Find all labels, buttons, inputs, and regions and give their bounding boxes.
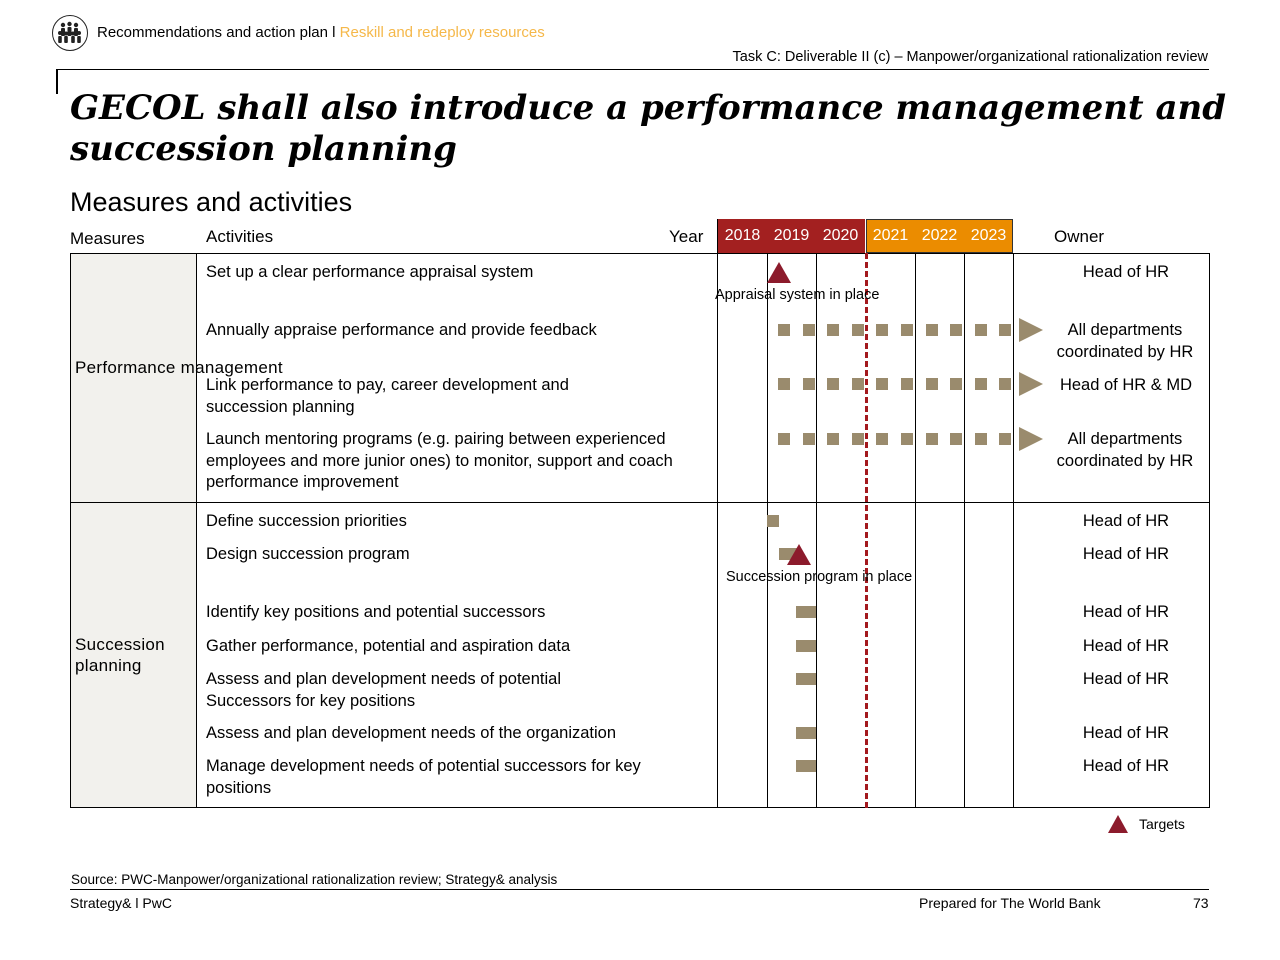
today-marker-line (865, 253, 868, 808)
year-gridline (964, 253, 965, 808)
owner-text: Head of HR (1082, 603, 1170, 621)
timeline-left-border (717, 219, 718, 808)
year-2023: 2023 (964, 219, 1013, 253)
year-gridline (816, 253, 817, 808)
recurring-activity-bar (778, 427, 1048, 457)
footer-divider (70, 889, 1209, 890)
task-label: Task C: Deliverable II (c) – Manpower/or… (732, 49, 1209, 65)
header-divider (56, 69, 1209, 70)
owner-text: Head of HR (1082, 263, 1170, 281)
activities-column-header: Activities (206, 227, 274, 246)
section-breadcrumb: Recommendations and action plan l Reskil… (97, 24, 545, 41)
year-gridline (767, 253, 768, 808)
activity-text: Identify key positions and potential suc… (206, 603, 546, 621)
activity-bar (796, 606, 816, 618)
activity-text: Design succession program (206, 545, 410, 563)
activity-text: Link performance to pay, career developm… (206, 376, 569, 416)
appraisal-annotation: Appraisal system in place (715, 287, 880, 303)
activity-bar (796, 640, 816, 652)
target-marker (767, 262, 791, 283)
owner-column-header: Owner (1054, 227, 1105, 246)
activity-text: Manage development needs of potential su… (206, 757, 641, 797)
group-divider (70, 502, 1210, 503)
year-2022: 2022 (915, 219, 964, 253)
measure-cell-succession (71, 503, 197, 807)
year-gridline (915, 253, 916, 808)
page-number: 73 (1193, 895, 1209, 911)
timeline-right-border (1013, 253, 1014, 808)
arrow-right-icon (1019, 427, 1043, 451)
measures-column-header: Measures (70, 229, 145, 248)
succession-annotation: Succession program in place (726, 569, 913, 585)
activity-text: Launch mentoring programs (e.g. pairing … (206, 430, 673, 491)
activity-text: Annually appraise performance and provid… (206, 321, 597, 339)
header-corner-mark (56, 69, 58, 94)
activity-bar (796, 673, 816, 685)
future-years-outline (866, 219, 1013, 253)
year-column-header: Year (669, 227, 704, 246)
source-note: Source: PWC-Manpower/organizational rati… (71, 872, 558, 887)
target-marker (787, 544, 811, 565)
measure-performance-management: Performance management (75, 358, 283, 377)
recurring-activity-bar (778, 372, 1048, 402)
activity-text: Assess and plan development needs of pot… (206, 670, 561, 710)
activity-bar (796, 760, 816, 772)
owner-text: All departments coordinated by HR (1056, 321, 1194, 361)
activity-text: Set up a clear performance appraisal sys… (206, 263, 534, 281)
activity-bar (796, 727, 816, 739)
owner-text: Head of HR (1082, 670, 1170, 688)
page-subtitle: Measures and activities (70, 187, 353, 217)
owner-text: Head of HR (1082, 545, 1170, 563)
activity-text: Define succession priorities (206, 512, 407, 530)
footer-center: Prepared for The World Bank (919, 895, 1101, 911)
owner-text: Head of HR (1082, 724, 1170, 742)
section-accent-label: Reskill and redeploy resources (339, 24, 545, 41)
measure-cell-performance (71, 254, 197, 502)
people-logo-icon (52, 15, 88, 51)
year-2021: 2021 (866, 219, 915, 253)
gantt-table (70, 253, 1210, 808)
owner-text: Head of HR (1082, 512, 1170, 530)
legend-targets-label: Targets (1139, 816, 1185, 832)
target-legend-icon (1108, 815, 1128, 833)
arrow-right-icon (1019, 318, 1043, 342)
page-title: GECOL shall also introduce a performance… (70, 88, 1226, 169)
footer-left: Strategy& l PwC (70, 895, 172, 911)
activity-bar (767, 515, 779, 527)
owner-text: All departments coordinated by HR (1056, 430, 1194, 470)
year-2019: 2019 (767, 219, 816, 253)
measure-column-divider (196, 253, 197, 808)
owner-text: Head of HR (1082, 757, 1170, 775)
arrow-right-icon (1019, 372, 1043, 396)
section-label: Recommendations and action plan l (97, 24, 340, 41)
measure-succession-planning: Succession planning (75, 635, 165, 675)
year-2020: 2020 (816, 219, 865, 253)
owner-text: Head of HR (1082, 637, 1170, 655)
activity-text: Gather performance, potential and aspira… (206, 637, 571, 655)
year-2018: 2018 (718, 219, 767, 253)
owner-text: Head of HR & MD (1059, 376, 1193, 394)
recurring-activity-bar (778, 318, 1048, 348)
activity-text: Assess and plan development needs of the… (206, 724, 617, 742)
